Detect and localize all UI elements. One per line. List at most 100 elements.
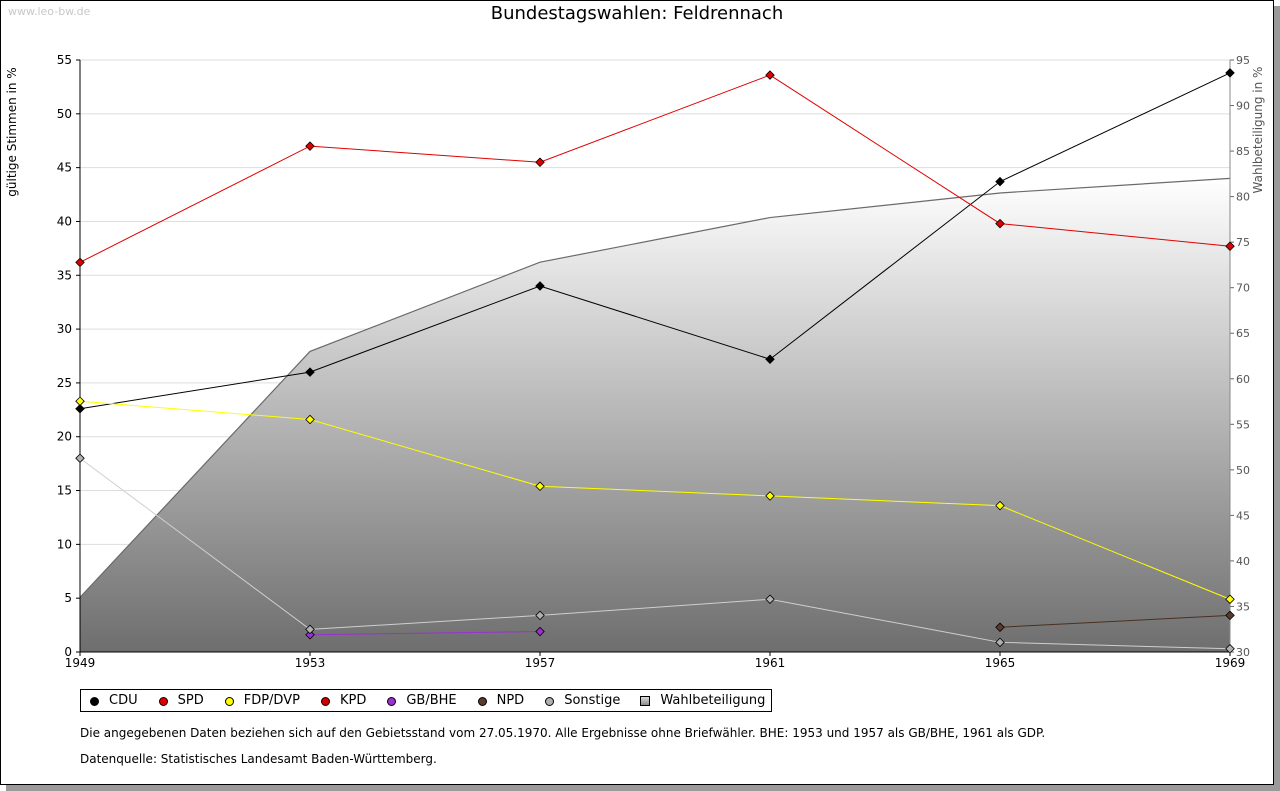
y2-axis-title: Wahlbeteiligung in %	[1251, 67, 1265, 194]
y2-tick-label: 50	[1236, 464, 1250, 477]
marker-cdu	[535, 281, 545, 291]
legend-item-cdu: CDU	[89, 693, 138, 708]
legend-label-fdp-dvp: FDP/DVP	[243, 693, 300, 708]
legend-item-fdp-dvp: FDP/DVP	[224, 693, 300, 708]
legend-label-spd: SPD	[177, 693, 204, 708]
frame-shadow-bottom	[6, 785, 1280, 791]
y2-tick-label: 85	[1236, 145, 1250, 158]
marker-sonstige	[535, 610, 545, 621]
legend-swatch-gb-bhe	[386, 696, 396, 706]
marker-sonstige	[995, 637, 1005, 648]
y-tick-label: 55	[57, 53, 72, 67]
marker-fdp-dvp	[1225, 594, 1235, 605]
series-line-gb-bhe	[309, 631, 541, 636]
legend-swatch-fdp-dvp	[224, 696, 234, 706]
marker-fdp-dvp	[535, 481, 545, 492]
marker-spd	[305, 141, 315, 151]
series-line-fdp-dvp	[79, 400, 1231, 600]
series-markers	[75, 68, 1235, 654]
marker-sonstige	[305, 624, 315, 635]
series-lines	[79, 72, 1231, 650]
legend-label-gb-bhe: GB/BHE	[406, 693, 457, 708]
legend-label-kpd: KPD	[339, 693, 367, 708]
x-tick-label: 1969	[1215, 656, 1246, 670]
y2-tick-label: 75	[1236, 236, 1250, 249]
marker-spd	[765, 70, 775, 80]
legend-item-npd: NPD	[477, 693, 525, 708]
legend-label-cdu: CDU	[109, 693, 138, 708]
legend-item-wahlbeteiligung: Wahlbeteiligung	[640, 693, 765, 708]
y-tick-label: 20	[57, 430, 72, 444]
y-tick-label: 35	[57, 268, 72, 282]
legend-swatch-npd	[477, 696, 487, 706]
legend-label-sonstige: Sonstige	[564, 693, 621, 708]
x-tick-label: 1961	[755, 656, 786, 670]
legend-swatch-wahlbeteiligung	[640, 695, 651, 706]
y2-tick-label: 30	[1236, 646, 1250, 659]
y-tick-label: 25	[57, 376, 72, 390]
x-tick-label: 1957	[525, 656, 556, 670]
x-tick-label: 1965	[985, 656, 1016, 670]
marker-cdu	[1225, 68, 1235, 78]
series-line-spd	[79, 74, 1231, 263]
marker-npd	[1225, 610, 1235, 621]
y2-tick-label: 40	[1236, 555, 1250, 568]
y-tick-label: 40	[57, 214, 72, 228]
marker-spd	[535, 157, 545, 168]
series-line-cdu	[79, 72, 1231, 410]
marker-gb-bhe	[535, 626, 545, 637]
y-axis-title: gültige Stimmen in %	[5, 67, 19, 196]
watermark: www.leo-bw.de	[8, 5, 91, 18]
marker-sonstige	[75, 453, 85, 464]
x-tick-label: 1953	[295, 656, 326, 670]
turnout-area-fill	[80, 178, 1230, 652]
y-tick-label: 10	[57, 537, 72, 551]
y2-tick-label: 90	[1236, 100, 1250, 113]
chart-title: Bundestagswahlen: Feldrennach	[490, 3, 784, 24]
y-tick-label: 50	[57, 107, 72, 121]
turnout-area	[79, 177, 1231, 652]
y-tick-label: 5	[64, 591, 72, 605]
axes	[76, 59, 1234, 656]
y-tick-label: 30	[57, 322, 72, 336]
marker-npd	[995, 622, 1005, 633]
marker-sonstige	[765, 594, 775, 605]
marker-fdp-dvp	[995, 500, 1005, 511]
y2-tick-label: 55	[1236, 418, 1250, 431]
y-tick-label: 15	[57, 484, 72, 498]
marker-cdu	[75, 403, 85, 414]
marker-cdu	[765, 354, 775, 364]
legend-item-sonstige: Sonstige	[544, 693, 620, 708]
y2-tick-label: 80	[1236, 191, 1250, 204]
axis-labels: 0 5 10 15 20 25 30 35 40 45 50 55 30 35 40 45 50 55 60 65 70…	[5, 53, 1265, 670]
x-tick-label: 1949	[65, 656, 96, 670]
legend-item-kpd: KPD	[320, 693, 366, 708]
legend-swatch-cdu	[89, 696, 99, 706]
legend-label-npd: NPD	[496, 693, 525, 708]
marker-spd	[995, 218, 1005, 229]
marker-fdp-dvp	[765, 491, 775, 501]
marker-spd	[75, 257, 85, 268]
frame-shadow-right	[1274, 6, 1280, 791]
y-tick-label: 45	[57, 161, 72, 175]
marker-spd	[1225, 241, 1235, 251]
footnote: Die angegebenen Daten beziehen sich auf …	[80, 726, 1046, 740]
y-tick-label: 0	[64, 645, 72, 659]
source-note: Datenquelle: Statistisches Landesamt Bad…	[80, 752, 437, 766]
marker-fdp-dvp	[305, 414, 315, 425]
legend-swatch-kpd	[320, 696, 330, 706]
y2-tick-label: 95	[1236, 54, 1250, 67]
legend-swatch-sonstige	[544, 696, 554, 706]
legend: CDU SPD FDP/DVP KPD GB/BHE NPD Sonstige Wahlbet…	[80, 689, 773, 712]
marker-cdu	[995, 176, 1005, 187]
y2-tick-label: 60	[1236, 373, 1250, 386]
y2-tick-label: 45	[1236, 509, 1250, 522]
marker-cdu	[305, 367, 315, 377]
legend-item-gb-bhe: GB/BHE	[386, 693, 456, 708]
marker-sonstige	[1225, 644, 1235, 654]
legend-item-spd: SPD	[158, 693, 204, 708]
marker-gb-bhe	[305, 630, 315, 640]
legend-label-wahlbeteiligung: Wahlbeteiligung	[660, 693, 766, 708]
turnout-line	[79, 177, 1231, 598]
